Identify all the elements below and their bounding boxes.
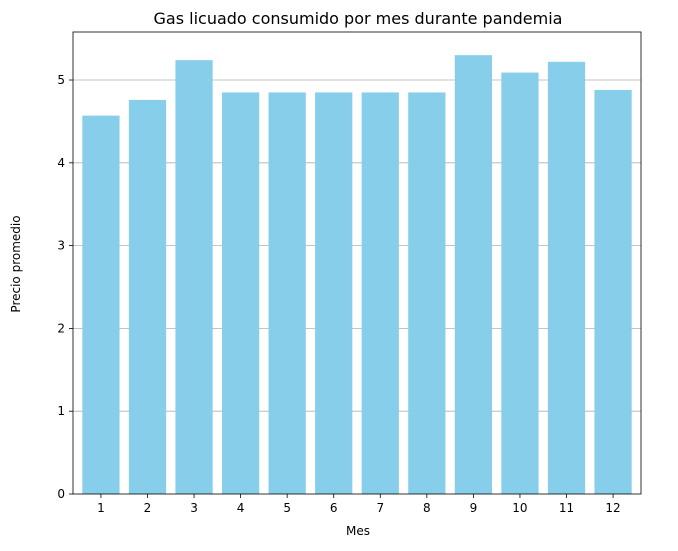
x-tick-label: 2	[144, 501, 152, 515]
y-tick-label: 1	[57, 404, 65, 418]
x-tick-label: 8	[423, 501, 431, 515]
x-axis-label: Mes	[346, 524, 370, 538]
bar-8	[408, 92, 446, 494]
bar-5	[268, 92, 306, 494]
x-tick-label: 10	[512, 501, 527, 515]
bar-10	[501, 72, 539, 495]
bar-2	[128, 99, 167, 495]
x-tick-label: 4	[237, 501, 245, 515]
bars	[82, 55, 632, 495]
grid-lines	[73, 79, 641, 412]
x-tick-label: 3	[190, 501, 198, 515]
x-tick-label: 12	[605, 501, 620, 515]
bar-6	[315, 92, 353, 494]
bar-11	[547, 61, 586, 494]
x-tick-label: 6	[330, 501, 338, 515]
x-tick-label: 11	[559, 501, 574, 515]
x-tick-label: 7	[376, 501, 384, 515]
y-tick-label: 3	[57, 239, 65, 253]
bar-3	[175, 60, 213, 494]
y-tick-label: 2	[57, 321, 65, 335]
bar-12	[594, 89, 632, 495]
y-tick-label: 0	[57, 487, 65, 501]
bar-1	[82, 115, 120, 494]
bar-4	[221, 92, 260, 494]
y-axis-label: Precio promedio	[9, 215, 23, 312]
y-tick-label: 5	[57, 73, 65, 87]
bar-7	[361, 92, 399, 494]
plot-frame	[72, 31, 642, 495]
chart-title: Gas licuado consumido por mes durante pa…	[154, 9, 563, 28]
x-tick-label: 5	[283, 501, 291, 515]
axes	[69, 31, 642, 498]
x-tick-label: 1	[97, 501, 105, 515]
y-tick-label: 4	[57, 156, 65, 170]
x-tick-label: 9	[470, 501, 478, 515]
bar-9	[454, 55, 493, 494]
